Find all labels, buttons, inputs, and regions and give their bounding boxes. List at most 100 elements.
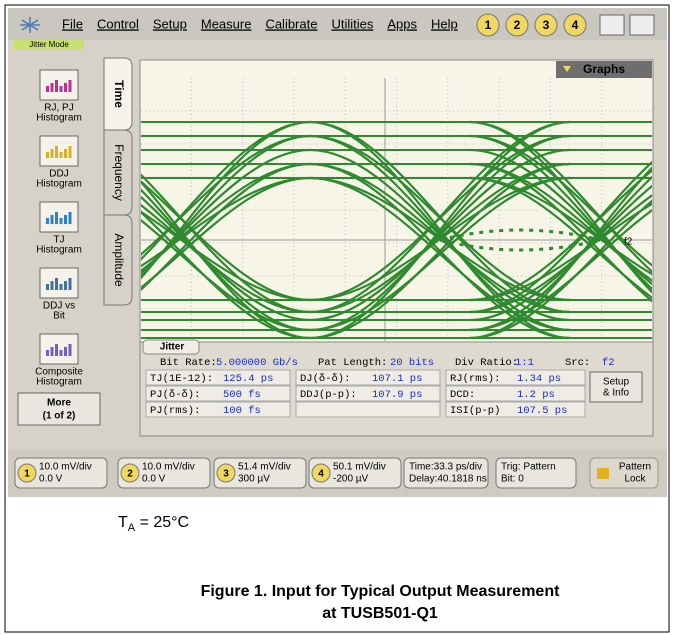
channel-button[interactable]	[476, 13, 500, 37]
field-label: DCD:	[450, 389, 475, 401]
menu-item[interactable]: Calibrate	[265, 16, 317, 31]
channel-setting[interactable]	[117, 457, 211, 489]
scale: 10.0 mV/div	[142, 462, 195, 473]
icon-bar	[59, 284, 63, 290]
time-setting[interactable]	[403, 457, 489, 489]
icon-bar	[55, 344, 58, 356]
menu-item[interactable]: Help	[431, 16, 458, 31]
scale: 10.0 mV/div	[39, 462, 92, 473]
mode-label: Jitter Mode	[29, 40, 69, 49]
field-label: DJ(δ-δ):	[300, 373, 350, 385]
menu-item[interactable]: File	[62, 16, 83, 31]
time-label: Time:33.3 ps/div	[409, 462, 482, 473]
channel-button[interactable]	[534, 13, 558, 37]
eye-trace	[141, 162, 311, 292]
time-label: Delay:40.1818 ns	[409, 474, 487, 485]
tab-label: Amplitude	[112, 233, 126, 287]
icon-bar	[46, 152, 49, 158]
field-label: RJ(rms):	[450, 373, 500, 385]
cell	[445, 385, 586, 402]
trigger-label: Trig: Pattern	[501, 462, 556, 473]
cell	[295, 401, 441, 418]
icon-bar	[68, 212, 72, 224]
menu-item[interactable]: Control	[97, 16, 139, 31]
channel-number: 2	[127, 469, 133, 480]
cell	[295, 369, 441, 386]
field-value: 125.4 ps	[223, 373, 273, 385]
tab[interactable]	[103, 214, 133, 306]
icon-bar	[68, 344, 72, 356]
menu-item[interactable]: Setup	[153, 16, 187, 31]
icon-bar	[68, 146, 72, 158]
lock-button[interactable]	[589, 457, 659, 489]
field-value: 107.9 ps	[372, 389, 422, 401]
jitter-tab[interactable]	[142, 339, 200, 355]
field-label: TJ(1E-12):	[150, 373, 213, 385]
field-label: ISI(p-p)	[450, 405, 500, 417]
icon-bar	[50, 83, 54, 92]
icon-bar	[46, 218, 49, 224]
offset: 0.0 V	[39, 474, 63, 485]
icon-bar	[68, 80, 72, 92]
field-label: Div Ratio:	[455, 357, 518, 369]
cell	[295, 385, 441, 402]
channel-button[interactable]	[505, 13, 529, 37]
menu-item[interactable]: Apps	[387, 16, 417, 31]
histogram-button[interactable]	[39, 333, 79, 365]
field-label: Pat Length:	[318, 357, 387, 369]
restore-button[interactable]	[629, 14, 655, 36]
field-label: Src:	[565, 357, 590, 369]
button-label: Histogram	[36, 245, 82, 256]
icon-bar	[59, 86, 63, 92]
eye-trace	[141, 120, 311, 280]
histogram-button[interactable]	[39, 201, 79, 233]
icon-bar	[55, 212, 58, 224]
setup-button[interactable]	[589, 371, 643, 403]
menu-item[interactable]: Utilities	[331, 16, 373, 31]
channel-number: 1	[485, 18, 492, 32]
menu-item[interactable]: Measure	[201, 16, 252, 31]
condition-part: T	[118, 514, 128, 531]
field-value: 100 fs	[223, 405, 261, 417]
channel-badge	[120, 463, 140, 483]
button-label: Histogram	[36, 113, 82, 124]
figure-border	[4, 4, 670, 633]
minimize-button[interactable]	[599, 14, 625, 36]
icon-bar	[55, 278, 58, 290]
channel-setting[interactable]	[14, 457, 108, 489]
channel-button[interactable]	[563, 13, 587, 37]
channel-number: 4	[572, 18, 579, 32]
cell	[145, 385, 291, 402]
histogram-button[interactable]	[39, 69, 79, 101]
cell	[445, 401, 586, 418]
field-value: f2	[602, 357, 615, 369]
channel-number: 1	[24, 469, 30, 480]
cell	[145, 369, 291, 386]
eye-trace	[469, 194, 652, 314]
button-label: Composite	[35, 367, 83, 378]
mode-label-bg	[14, 40, 84, 49]
histogram-button[interactable]	[39, 267, 79, 299]
dropdown-arrow	[563, 66, 571, 72]
cell	[445, 369, 586, 386]
eye-trace	[141, 134, 311, 278]
histogram-button[interactable]	[39, 135, 79, 167]
icon-bar	[59, 350, 63, 356]
more-button[interactable]	[17, 392, 101, 426]
cell	[145, 401, 291, 418]
button-label: TJ	[53, 235, 64, 246]
channel-setting[interactable]	[213, 457, 307, 489]
eye-trace	[309, 176, 571, 332]
field-value: 1:1	[515, 357, 534, 369]
lock-icon	[597, 468, 609, 479]
channel-badge	[216, 463, 236, 483]
trigger-setting[interactable]	[495, 457, 577, 489]
icon-bar	[68, 278, 72, 290]
offset: 0.0 V	[142, 474, 166, 485]
icon-bar	[55, 80, 58, 92]
graphs-button[interactable]	[556, 61, 652, 78]
field-value: 5.000000 Gb/s	[216, 357, 298, 369]
channel-setting[interactable]	[308, 457, 402, 489]
field-label: PJ(rms):	[150, 405, 200, 417]
